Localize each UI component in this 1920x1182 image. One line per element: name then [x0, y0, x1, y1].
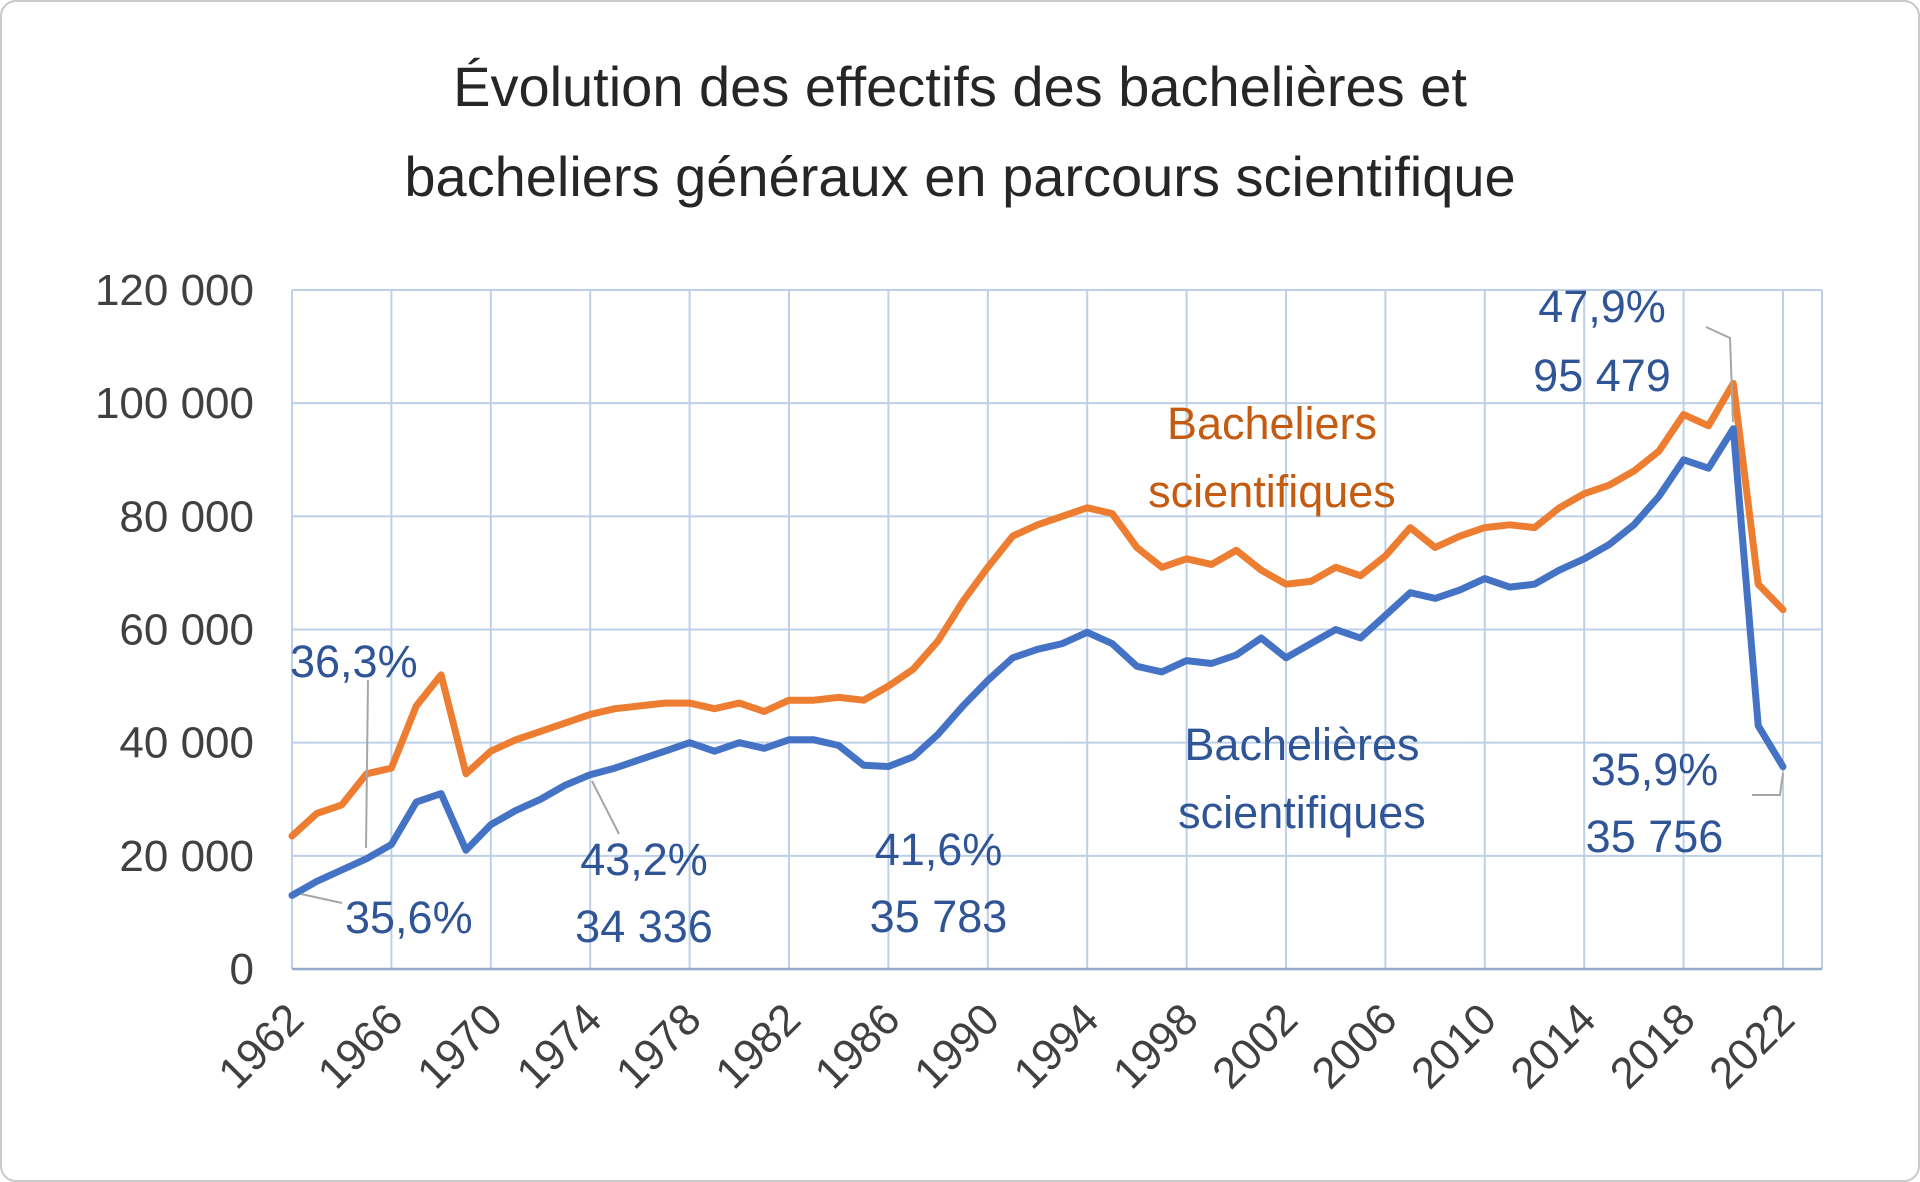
x-tick-label: 2022	[1700, 994, 1804, 1098]
series-line-1	[288, 425, 1787, 899]
x-tick-label: 1962	[209, 994, 313, 1098]
annotation-line: 47,9%	[1538, 281, 1666, 332]
annotation-line: 35 783	[869, 891, 1008, 942]
series-label-line: scientifiques	[1148, 466, 1396, 517]
annotation-1974: 43,2% 34 336	[559, 826, 729, 960]
x-tick-label: 1990	[905, 994, 1009, 1098]
x-tick-label: 1978	[607, 994, 711, 1098]
annotation-line: 36,3%	[290, 636, 418, 687]
chart-title-line1: Évolution des effectifs des bachelières …	[453, 55, 1467, 118]
series-line-0	[288, 379, 1787, 840]
series-label-bachelieres: Bachelières scientifiques	[1112, 711, 1492, 847]
y-tick-label: 40 000	[119, 719, 254, 768]
annotation-line: 35,9%	[1590, 744, 1719, 795]
series-label-line: Bachelières	[1184, 719, 1420, 770]
annotation-1962: 35,6%	[345, 884, 473, 951]
annotation-line: 35,6%	[345, 892, 473, 943]
annotation-leader	[300, 893, 343, 904]
x-tick-label: 2014	[1501, 994, 1605, 1098]
annotation-1986: 41,6% 35 783	[851, 816, 1026, 950]
y-tick-label: 20 000	[119, 832, 254, 881]
annotation-leader	[1752, 772, 1784, 796]
x-tick-label: 1982	[706, 994, 810, 1098]
x-tick-label: 1998	[1104, 994, 1208, 1098]
series-label-line: scientifiques	[1178, 787, 1426, 838]
annotation-2020: 47,9% 95 479	[1492, 272, 1712, 410]
y-axis-labels: 0 20 000 40 000 60 000 80 000 100 000 120 000	[95, 266, 254, 994]
x-tick-label: 2006	[1303, 994, 1407, 1098]
annotation-line: 43,2%	[580, 834, 708, 885]
annotation-leader	[591, 780, 620, 835]
annotation-line: 41,6%	[874, 824, 1003, 875]
annotation-2022: 35,9% 35 756	[1542, 736, 1767, 870]
y-tick-label: 120 000	[95, 266, 254, 315]
series-label-line: Bacheliers	[1166, 398, 1378, 449]
annotation-1965: 36,3%	[290, 628, 418, 695]
x-tick-label: 1994	[1004, 994, 1108, 1098]
annotation-leader	[365, 679, 369, 849]
x-tick-label: 2010	[1402, 994, 1506, 1098]
y-tick-label: 0	[230, 945, 254, 994]
chart-title: Évolution des effectifs des bachelières …	[2, 42, 1918, 222]
x-tick-label: 1974	[507, 994, 611, 1098]
series-label-bacheliers: Bacheliers scientifiques	[1082, 390, 1462, 526]
x-tick-label: 2018	[1601, 994, 1705, 1098]
annotation-line: 34 336	[575, 901, 713, 952]
annotation-line: 95 479	[1533, 350, 1671, 401]
y-tick-label: 80 000	[119, 492, 254, 541]
x-axis-labels: 1962196619701974197819821986199019941998…	[209, 994, 1804, 1098]
x-tick-label: 1970	[408, 994, 512, 1098]
y-tick-label: 100 000	[95, 379, 254, 428]
x-tick-label: 1966	[309, 994, 413, 1098]
y-tick-label: 60 000	[119, 606, 254, 655]
x-tick-label: 2002	[1203, 994, 1307, 1098]
annotation-line: 35 756	[1585, 811, 1724, 862]
chart-title-line2: bacheliers généraux en parcours scientif…	[404, 145, 1516, 208]
x-tick-label: 1986	[806, 994, 910, 1098]
annotation-leader	[1705, 326, 1734, 423]
gridlines	[291, 289, 1823, 971]
